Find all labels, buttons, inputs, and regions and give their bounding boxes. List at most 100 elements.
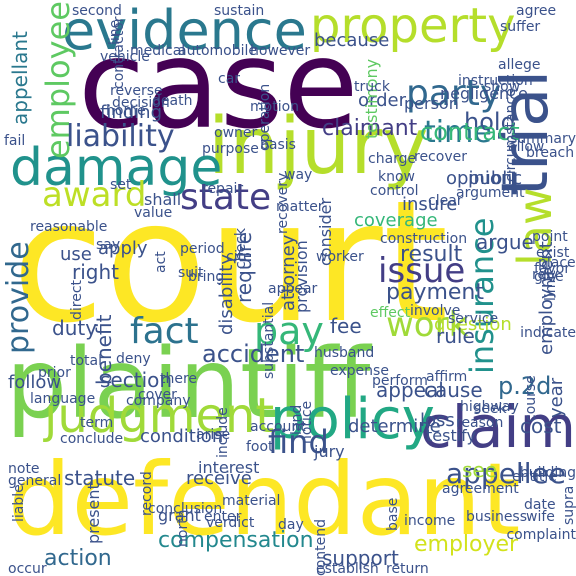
word-favor: favor [534, 261, 571, 277]
word-summary: summary [509, 131, 576, 147]
word-contend: contend [313, 519, 329, 576]
word-business: business [466, 509, 528, 525]
word-defendant: defendant [8, 441, 521, 558]
word-language: language [30, 391, 96, 407]
word-purpose: purpose [202, 141, 259, 157]
word-repair: repair [202, 181, 244, 197]
word-shall: shall [144, 190, 182, 209]
word-control: control [370, 183, 419, 199]
word-limit: limit [543, 269, 559, 301]
word-direct: direct [69, 280, 85, 321]
word-liability: liability [66, 119, 175, 154]
word-affirm: affirm [426, 369, 468, 385]
word-negligence: negligence [440, 84, 528, 103]
word-conclude: conclude [60, 431, 124, 447]
word-sustain: sustain [214, 3, 265, 19]
word-claim: claim [419, 393, 576, 461]
word-instruction: instruction [458, 73, 533, 89]
word-construction: construction [380, 231, 468, 247]
word-wife: wife [526, 509, 555, 525]
word-because: because [314, 30, 390, 51]
word-opinion: opinion [446, 168, 513, 189]
word-suffer: suffer [500, 19, 541, 35]
word-judgment: judgment [44, 388, 275, 444]
word-date: date [524, 497, 556, 513]
word-appear: appear [268, 281, 318, 297]
word-apply: apply [98, 238, 148, 259]
word-entitle: entitle [512, 469, 557, 485]
word-conclusion: conclusion [148, 501, 223, 517]
word-present: present [84, 482, 103, 544]
word-state: state [180, 177, 272, 218]
word-substantial: substantial [261, 301, 277, 379]
word-seek: seek [474, 401, 507, 417]
word-case: case [78, 14, 359, 156]
word-question: question [434, 314, 512, 335]
word-recover: recover [414, 149, 467, 165]
word-cost: cost [520, 414, 562, 438]
word-automobile: automobile [178, 43, 257, 59]
word-company: company [126, 393, 191, 409]
word-injury: injury [208, 102, 429, 192]
word-section: section [100, 368, 173, 392]
word-grant: grant [158, 506, 201, 525]
word-place: place [538, 255, 576, 271]
word-occur: occur [8, 561, 47, 576]
word-establish: establish [316, 561, 379, 576]
word-award: award [42, 175, 147, 215]
word-motion: motion [250, 99, 300, 115]
word-contractor: contractor [111, 16, 127, 89]
word-bring: bring [188, 269, 225, 285]
word-employer: employer [414, 532, 519, 557]
word-foot: foot [246, 439, 274, 455]
word-plaintiff: plaintiff [6, 328, 371, 440]
word-pay: pay [254, 309, 324, 353]
word-income: income [404, 513, 456, 529]
word-allow: allow [508, 139, 545, 155]
word-finding: finding [100, 102, 163, 123]
word-fact: fact [130, 311, 199, 352]
word-provision: provision [292, 240, 311, 314]
word-argue: argue [476, 230, 534, 254]
word-year: year [546, 377, 567, 418]
word-clear: clear [428, 193, 463, 209]
word-show: show [484, 79, 521, 95]
word-there: there [160, 371, 198, 387]
word-reverse: reverse [110, 83, 163, 99]
word-receive: receive [186, 468, 252, 489]
word-supra: supra [561, 485, 576, 525]
word-base: base [385, 497, 401, 531]
word-perform: perform [372, 373, 428, 389]
word-decision: decision [112, 95, 170, 111]
word-suit: suit [178, 265, 204, 281]
word-note: note [8, 461, 40, 477]
word-home: home [106, 103, 146, 119]
word-point: point [532, 229, 568, 245]
word-truck: truck [354, 79, 390, 95]
word-know: know [378, 169, 415, 185]
word-service: service [448, 311, 499, 327]
word-account: account [250, 419, 306, 435]
word-general: general [8, 473, 62, 489]
word-building: building [519, 465, 576, 481]
word-testimony: testimony [362, 59, 381, 140]
word-breach: breach [526, 145, 575, 161]
word-time: time [424, 115, 492, 150]
word-course: course [523, 375, 539, 423]
word-determine: determine [348, 416, 441, 437]
word-contract: contract [420, 118, 520, 146]
word-agree: agree [516, 3, 557, 19]
word-duty: duty [52, 316, 98, 340]
word-indicate: indicate [520, 325, 576, 341]
word-arise: arise [196, 427, 231, 443]
word-result: result [400, 242, 463, 267]
word-value: value [134, 205, 173, 221]
word-appellant: appellant [8, 31, 32, 125]
word-north: north [175, 508, 191, 547]
word-material: material [222, 493, 281, 509]
word-payment: payment [386, 280, 485, 305]
word-cite: cite [226, 249, 252, 265]
word-p-2d: p.2d [498, 372, 552, 400]
word-prior: prior [38, 365, 71, 381]
word-statute: statute [64, 466, 136, 490]
